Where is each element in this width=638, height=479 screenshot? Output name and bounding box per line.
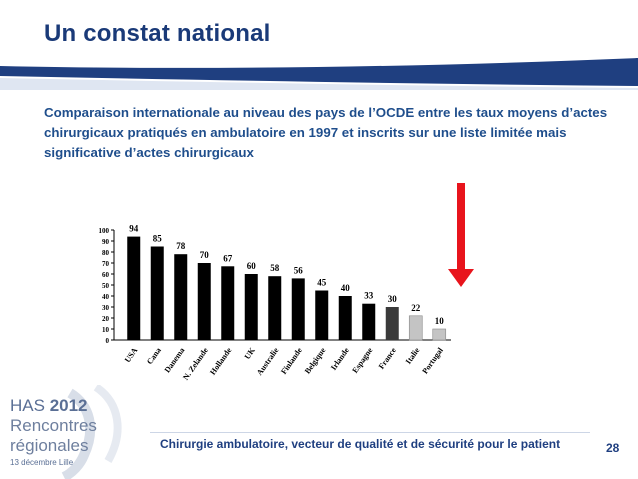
y-tick-label: 80: [102, 249, 110, 257]
chart-value-labels: 94 85 78 70 67 60 58 56 45 40 33 30 22 10: [129, 224, 444, 326]
category-label: Irlande: [329, 346, 351, 372]
category-label: Danema: [163, 346, 187, 374]
category-label: USA: [123, 346, 140, 364]
bar-value-label: 45: [317, 278, 327, 288]
category-label: Espagne: [350, 346, 374, 375]
category-label: Australie: [255, 346, 281, 377]
y-tick-label: 40: [102, 293, 110, 301]
category-label: Cana: [145, 346, 163, 366]
bar-finlande: [291, 278, 305, 340]
logo-rencontres: Rencontres: [10, 416, 97, 435]
bar-hollande: [221, 266, 235, 340]
logo-year: 2012: [49, 396, 88, 415]
logo-has-line: HAS 2012: [10, 396, 88, 416]
bar-value-label: 94: [129, 224, 139, 234]
bar-irlande: [338, 296, 352, 340]
y-tick-label: 90: [102, 238, 110, 246]
page-number: 28: [606, 441, 620, 455]
y-tick-label: 10: [102, 326, 110, 334]
bar-usa: [127, 236, 141, 340]
chart-subtitle: Comparaison internationale au niveau des…: [44, 105, 608, 160]
bar-value-label: 70: [200, 250, 210, 260]
bar-italie: [408, 315, 423, 341]
bar-value-label: 67: [223, 253, 233, 263]
category-label: France: [377, 346, 398, 371]
y-tick-label: 20: [102, 315, 110, 323]
bar-espagne: [362, 303, 376, 340]
y-tick-label: 30: [102, 304, 110, 312]
bar-value-label: 56: [294, 265, 304, 275]
bar-value-label: 33: [364, 291, 374, 301]
logo-date: 13 décembre Lille: [10, 458, 74, 467]
bar-danema: [174, 254, 188, 340]
y-tick-label: 0: [106, 337, 110, 345]
category-label: UK: [243, 345, 258, 361]
slide-title: Un constat national: [44, 20, 271, 47]
bar-chart: 0 10 20 30 40 50 60 70 80 90 100 94 85 78 70 67 60 58 56 4…: [99, 224, 451, 382]
y-tick-label: 50: [102, 282, 110, 290]
y-tick-label: 100: [99, 227, 110, 235]
y-tick-label: 70: [102, 260, 110, 268]
chart-bars: [127, 236, 447, 341]
footer-caption: Chirurgie ambulatoire, vecteur de qualit…: [160, 437, 561, 451]
bar-value-label: 60: [247, 261, 257, 271]
category-label: Finlande: [279, 346, 304, 376]
has-logo-swirl: [61, 385, 122, 479]
bar-value-label: 10: [435, 316, 445, 326]
bar-australie: [268, 276, 282, 340]
category-label: Hollande: [208, 346, 233, 377]
bar-value-label: 22: [411, 303, 421, 313]
bar-belgique: [315, 290, 329, 340]
bar-value-label: 40: [341, 283, 351, 293]
y-tick-label: 60: [102, 271, 110, 279]
header-wave-band: [0, 58, 638, 90]
bar-portugal: [432, 328, 447, 341]
bar-france: [385, 307, 399, 340]
highlight-arrow-icon: [448, 183, 474, 287]
bar-value-label: 78: [176, 241, 186, 251]
category-label: Belgique: [303, 346, 328, 376]
bar-value-label: 58: [270, 263, 280, 273]
logo-has: HAS: [10, 396, 50, 415]
footer-divider: [150, 432, 590, 433]
bar-n-zelande: [197, 263, 211, 340]
category-label: Italie: [404, 346, 422, 366]
bar-value-label: 85: [153, 234, 163, 244]
category-label: Portugal: [420, 345, 445, 375]
bar-uk: [244, 274, 258, 340]
logo-regionales: régionales: [10, 436, 89, 455]
bar-cana: [150, 246, 164, 340]
bar-value-label: 30: [388, 294, 398, 304]
